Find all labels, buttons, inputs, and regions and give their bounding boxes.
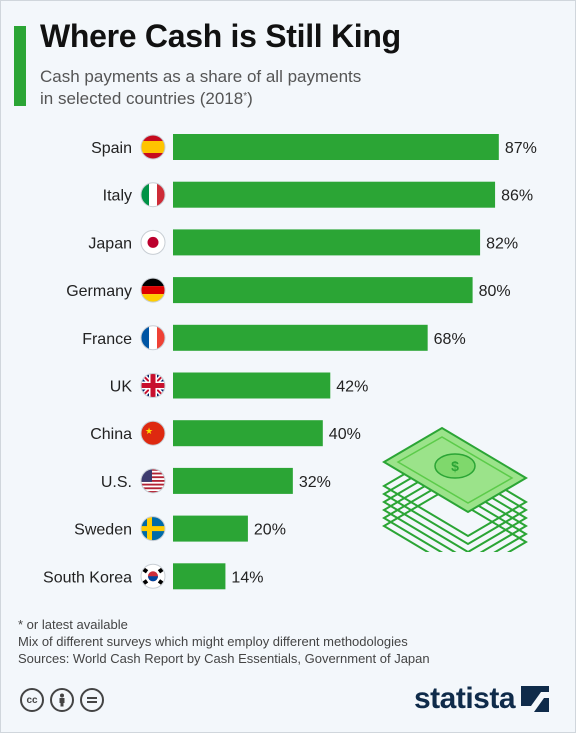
value-label-sweden: 20% <box>254 522 286 539</box>
bar-u-s <box>173 467 293 494</box>
south-korea-flag-icon <box>140 563 166 589</box>
chart-row-china: China ★ 40% <box>90 420 361 447</box>
chart-row-japan: Japan 82% <box>88 229 518 256</box>
category-label-japan: Japan <box>88 235 132 252</box>
chart-subtitle: Cash payments as a share of all payments… <box>40 66 460 110</box>
statista-logo[interactable]: statista <box>414 682 550 716</box>
cash-stack-icon: $ <box>382 426 528 552</box>
category-label-sweden: Sweden <box>74 522 132 539</box>
chart-row-south-korea: South Korea 14% <box>43 563 263 590</box>
footnote-methodology: Mix of different surveys which might emp… <box>18 634 408 649</box>
no-derivatives-icon[interactable] <box>80 688 104 712</box>
sweden-flag-icon <box>140 516 166 542</box>
bar-germany <box>173 277 473 304</box>
france-flag-icon <box>140 325 166 351</box>
value-label-south-korea: 14% <box>231 569 263 586</box>
subtitle-end: ) <box>247 89 253 108</box>
chart-row-france: France 68% <box>82 324 466 351</box>
bar-sweden <box>173 515 248 542</box>
chart-row-germany: Germany 80% <box>66 277 511 304</box>
us-flag-icon <box>140 468 166 494</box>
bar-south-korea <box>173 563 226 590</box>
bar-italy <box>173 181 496 208</box>
statista-logo-icon <box>521 686 550 712</box>
value-label-japan: 82% <box>486 235 518 252</box>
license-icons: cc <box>20 688 104 712</box>
bar-france <box>173 324 428 351</box>
spain-flag-icon <box>140 134 166 160</box>
category-label-germany: Germany <box>66 283 132 300</box>
bar-china <box>173 420 323 447</box>
category-label-france: France <box>82 331 132 348</box>
italy-flag-icon <box>140 182 166 208</box>
title-accent-bar <box>14 26 26 106</box>
value-label-china: 40% <box>329 426 361 443</box>
subtitle-line-1: Cash payments as a share of all payments <box>40 67 362 86</box>
value-label-germany: 80% <box>479 283 511 300</box>
subtitle-asterisk: * <box>243 91 248 102</box>
footnote-note: * or latest available <box>18 617 128 632</box>
category-label-italy: Italy <box>103 188 132 205</box>
chart-row-u-s: U.S. 32% <box>101 467 331 494</box>
category-label-uk: UK <box>110 379 133 396</box>
cc-icon[interactable]: cc <box>20 688 44 712</box>
bar-spain <box>173 134 499 160</box>
germany-flag-icon <box>140 277 166 303</box>
category-label-spain: Spain <box>91 140 132 157</box>
chart-row-uk: UK 42% <box>110 372 368 399</box>
value-label-u-s: 32% <box>299 474 331 491</box>
attribution-icon[interactable] <box>50 688 74 712</box>
chart-row-italy: Italy 86% <box>103 181 533 208</box>
value-label-france: 68% <box>434 331 466 348</box>
category-label-china: China <box>90 426 132 443</box>
value-label-spain: 87% <box>505 140 537 157</box>
category-label-south-korea: South Korea <box>43 569 132 586</box>
bar-japan <box>173 229 481 256</box>
bar-uk <box>173 372 331 399</box>
uk-flag-icon <box>140 373 166 398</box>
chart-title: Where Cash is Still King <box>40 18 401 54</box>
brand-name: statista <box>414 682 516 715</box>
value-label-uk: 42% <box>336 379 368 396</box>
category-label-u-s: U.S. <box>101 474 132 491</box>
svg-text:$: $ <box>451 458 459 474</box>
china-star: ★ <box>145 427 153 437</box>
chart-row-sweden: Sweden 20% <box>74 515 286 542</box>
chart-row-spain: Spain 87% <box>91 134 537 160</box>
footnote-sources: Sources: World Cash Report by Cash Essen… <box>18 651 430 666</box>
japan-flag-icon <box>140 229 166 255</box>
subtitle-line-2: in selected countries (2018 <box>40 89 244 108</box>
value-label-italy: 86% <box>501 188 533 205</box>
footnotes: * or latest available Mix of different s… <box>18 616 430 667</box>
china-flag-icon: ★ <box>140 420 166 446</box>
bar-chart: Spain 87% Italy 86% Japan 82% Germany 80% France… <box>43 134 537 590</box>
